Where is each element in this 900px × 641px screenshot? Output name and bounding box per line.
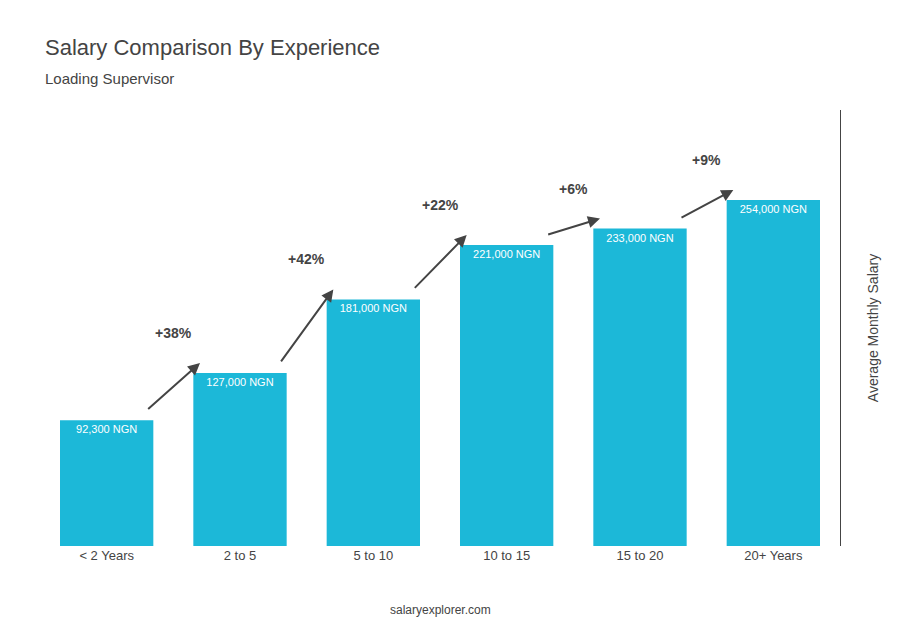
- svg-text:+22%: +22%: [422, 197, 459, 213]
- svg-text:221,000 NGN: 221,000 NGN: [473, 248, 540, 260]
- svg-text:< 2 Years: < 2 Years: [79, 548, 134, 563]
- svg-text:Salary Comparison By Experienc: Salary Comparison By Experience: [45, 35, 380, 60]
- svg-text:+42%: +42%: [288, 251, 325, 267]
- svg-text:20+ Years: 20+ Years: [744, 548, 803, 563]
- svg-text:2 to 5: 2 to 5: [224, 548, 257, 563]
- svg-text:Loading Supervisor: Loading Supervisor: [45, 70, 174, 87]
- svg-text:233,000 NGN: 233,000 NGN: [606, 232, 673, 244]
- svg-text:Average Monthly Salary: Average Monthly Salary: [865, 254, 881, 402]
- svg-text:92,300 NGN: 92,300 NGN: [76, 423, 137, 435]
- svg-text:+6%: +6%: [559, 181, 588, 197]
- svg-text:+9%: +9%: [692, 152, 721, 168]
- svg-text:254,000 NGN: 254,000 NGN: [740, 203, 807, 215]
- svg-text:5 to 10: 5 to 10: [353, 548, 393, 563]
- svg-text:salaryexplorer.com: salaryexplorer.com: [390, 603, 491, 617]
- svg-text:127,000 NGN: 127,000 NGN: [206, 376, 273, 388]
- svg-text:181,000 NGN: 181,000 NGN: [340, 302, 407, 314]
- svg-text:15 to 20: 15 to 20: [617, 548, 664, 563]
- svg-text:+38%: +38%: [155, 325, 192, 341]
- svg-text:10 to 15: 10 to 15: [483, 548, 530, 563]
